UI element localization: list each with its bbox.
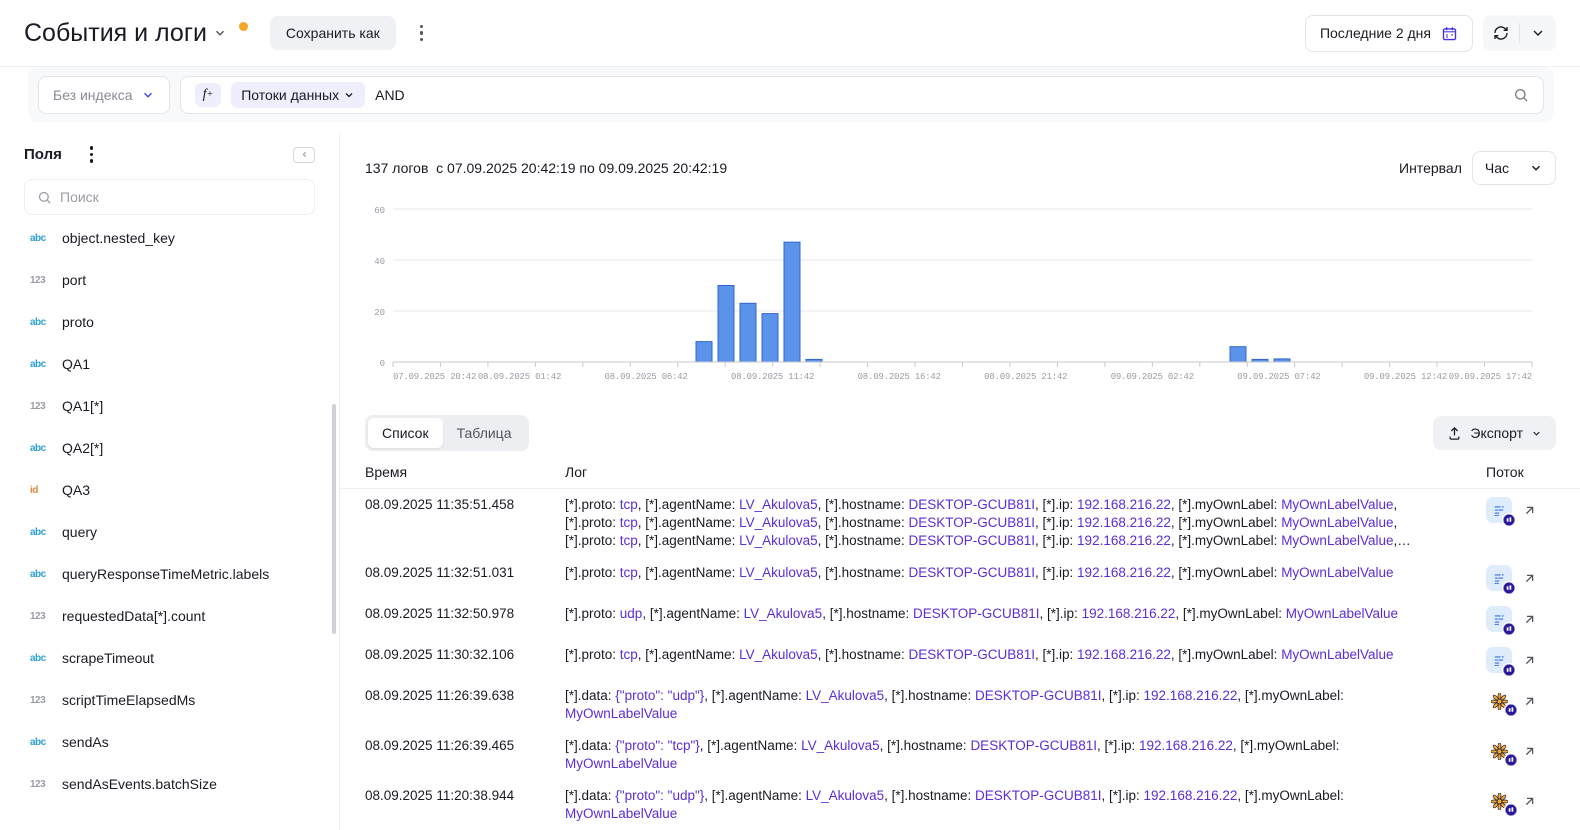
svg-text:09.09.2025 17:42: 09.09.2025 17:42: [1449, 372, 1532, 382]
svg-text:40: 40: [374, 257, 385, 267]
svg-text:60: 60: [374, 206, 385, 216]
svg-text:20: 20: [374, 308, 385, 318]
svg-text:08.09.2025 06:42: 08.09.2025 06:42: [605, 372, 688, 382]
svg-text:08.09.2025 16:42: 08.09.2025 16:42: [858, 372, 941, 382]
svg-text:09.09.2025 07:42: 09.09.2025 07:42: [1237, 372, 1320, 382]
svg-text:07.09.2025 20:42: 07.09.2025 20:42: [393, 372, 476, 382]
svg-text:0: 0: [380, 359, 385, 369]
svg-text:09.09.2025 12:42: 09.09.2025 12:42: [1364, 372, 1447, 382]
svg-text:08.09.2025 21:42: 08.09.2025 21:42: [984, 372, 1067, 382]
svg-text:08.09.2025 01:42: 08.09.2025 01:42: [478, 372, 561, 382]
svg-text:08.09.2025 11:42: 08.09.2025 11:42: [731, 372, 814, 382]
svg-text:09.09.2025 02:42: 09.09.2025 02:42: [1111, 372, 1194, 382]
